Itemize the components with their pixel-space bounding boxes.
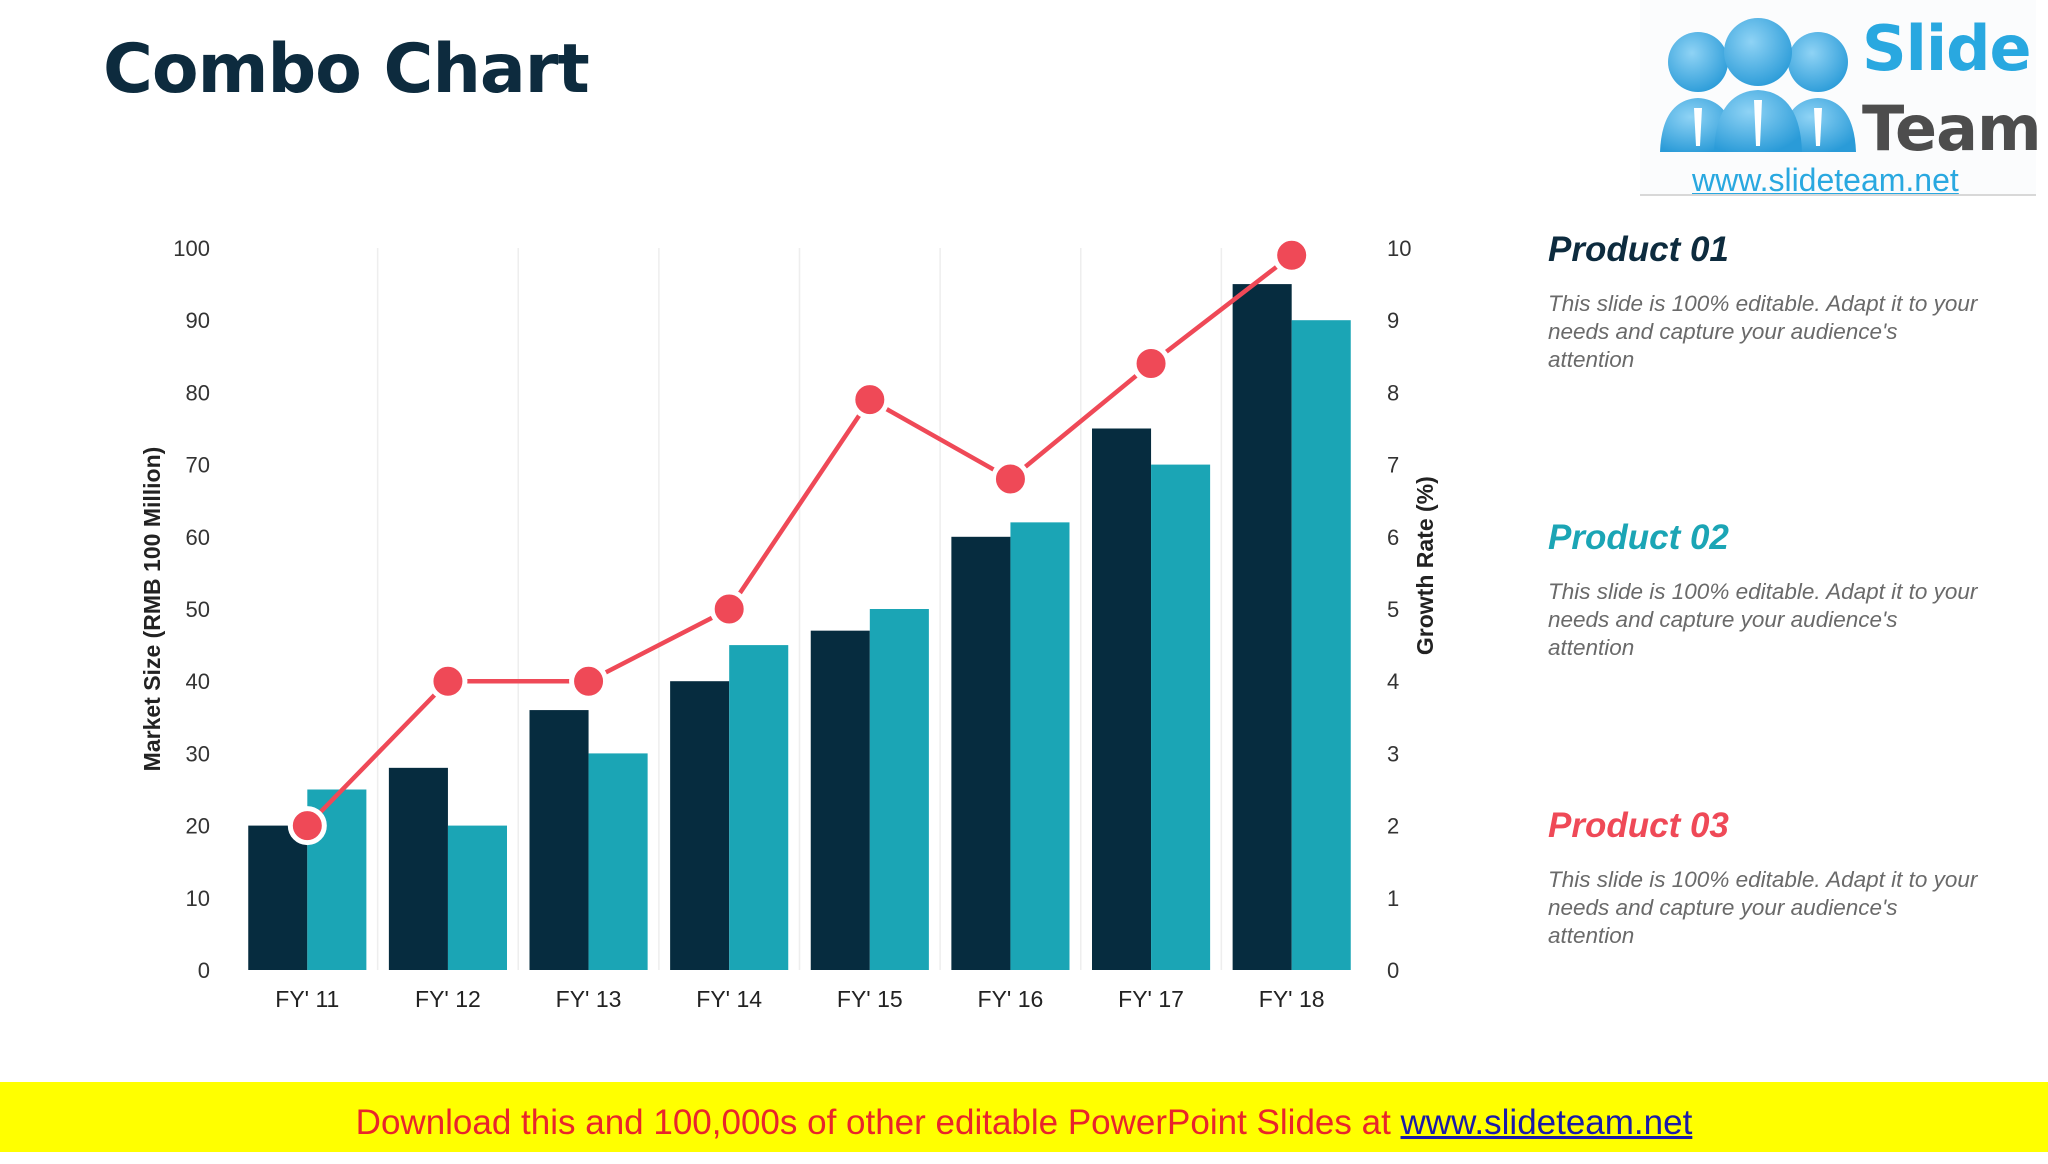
bar-product-02-2 xyxy=(447,825,507,970)
banner-text: Download this and 100,000s of other edit… xyxy=(355,1103,1401,1142)
growth-rate-line xyxy=(305,253,1294,828)
y2-tick-label: 0 xyxy=(1387,958,1399,983)
line-series xyxy=(287,235,1312,846)
growth-rate-point-4 xyxy=(709,589,749,629)
logo-divider xyxy=(1640,194,2036,196)
growth-rate-point-3 xyxy=(569,661,609,701)
logo-word-slide: Slide xyxy=(1862,12,2032,85)
bar-product-02-3 xyxy=(588,753,648,970)
product-03-block: Product 03 This slide is 100% editable. … xyxy=(1548,806,1978,950)
y2-tick-label: 1 xyxy=(1387,886,1399,911)
bar-product-01-3 xyxy=(529,710,589,970)
y2-tick-label: 7 xyxy=(1387,453,1399,478)
product-02-description: This slide is 100% editable. Adapt it to… xyxy=(1548,579,1978,660)
x-tick-label: FY' 15 xyxy=(837,986,903,1012)
bar-product-01-7 xyxy=(1092,428,1152,970)
growth-rate-point-7 xyxy=(1131,344,1171,384)
bar-product-01-1 xyxy=(248,825,308,970)
y2-tick-label: 4 xyxy=(1387,669,1399,694)
y-tick-label: 20 xyxy=(186,814,210,839)
bar-product-01-6 xyxy=(951,536,1011,970)
product-03-title: Product 03 xyxy=(1548,806,1729,845)
growth-rate-point-2 xyxy=(428,661,468,701)
y-tick-label: 40 xyxy=(186,669,210,694)
growth-rate-point-5 xyxy=(850,380,890,420)
y2-tick-label: 10 xyxy=(1387,236,1411,261)
y2-tick-label: 8 xyxy=(1387,380,1399,405)
bar-product-02-5 xyxy=(869,609,929,970)
y-tick-label: 30 xyxy=(186,741,210,766)
y-tick-label: 100 xyxy=(173,236,210,261)
growth-rate-point-1 xyxy=(287,806,327,846)
bar-product-01-4 xyxy=(670,681,730,970)
product-02-block: Product 02 This slide is 100% editable. … xyxy=(1548,518,1978,662)
y2-tick-label: 9 xyxy=(1387,308,1399,333)
y-tick-label: 50 xyxy=(186,597,210,622)
x-tick-label: FY' 17 xyxy=(1118,986,1184,1012)
x-tick-label: FY' 12 xyxy=(415,986,481,1012)
people-icon xyxy=(1660,18,1856,152)
growth-rate-point-8 xyxy=(1272,235,1312,275)
bar-product-02-4 xyxy=(729,645,789,970)
combo-chart: 0 10 20 30 40 50 60 70 80 90 100 0 1 2 3 4 5 6 7 8 9 10 FY' 11… xyxy=(139,235,1438,1012)
y-tick-label: 0 xyxy=(198,958,210,983)
product-01-title: Product 01 xyxy=(1548,230,1729,269)
x-tick-label: FY' 18 xyxy=(1259,986,1325,1012)
y-tick-label: 60 xyxy=(186,525,210,550)
bar-product-02-6 xyxy=(1010,522,1070,970)
product-03-description: This slide is 100% editable. Adapt it to… xyxy=(1548,867,1978,948)
y-tick-label: 70 xyxy=(186,453,210,478)
y2-tick-label: 5 xyxy=(1387,597,1399,622)
x-tick-label: FY' 14 xyxy=(696,986,762,1012)
bar-product-02-7 xyxy=(1151,464,1211,970)
logo-url-link[interactable]: www.slideteam.net xyxy=(1692,162,1959,198)
product-02-title: Product 02 xyxy=(1548,518,1729,557)
chart-axes: 0 10 20 30 40 50 60 70 80 90 100 0 1 2 3 4 5 6 7 8 9 10 FY' 11… xyxy=(139,236,1438,1012)
x-tick-label: FY' 11 xyxy=(275,986,339,1012)
y2-axis-title: Growth Rate (%) xyxy=(1412,476,1438,655)
y-tick-label: 90 xyxy=(186,308,210,333)
growth-rate-point-6 xyxy=(990,459,1030,499)
product-01-block: Product 01 This slide is 100% editable. … xyxy=(1548,230,1978,374)
x-tick-label: FY' 13 xyxy=(556,986,622,1012)
slideteam-logo[interactable]: Slide Team www.slideteam.net xyxy=(1640,0,2042,198)
y-axis-title: Market Size (RMB 100 Million) xyxy=(139,447,165,772)
banner-link[interactable]: www.slideteam.net xyxy=(1400,1103,1693,1142)
x-tick-label: FY' 16 xyxy=(978,986,1044,1012)
slide-title: Combo Chart xyxy=(103,30,590,109)
logo-word-team: Team xyxy=(1862,92,2042,165)
bar-product-01-2 xyxy=(388,767,448,970)
bar-product-01-8 xyxy=(1232,284,1292,971)
bar-series xyxy=(248,284,1351,971)
y-tick-label: 10 xyxy=(186,886,210,911)
y2-tick-label: 3 xyxy=(1387,741,1399,766)
y-tick-label: 80 xyxy=(186,380,210,405)
bar-product-01-5 xyxy=(810,630,870,970)
chart-grid xyxy=(376,248,1223,970)
product-01-description: This slide is 100% editable. Adapt it to… xyxy=(1548,291,1978,372)
y2-tick-label: 6 xyxy=(1387,525,1399,550)
download-banner: Download this and 100,000s of other edit… xyxy=(0,1082,2048,1152)
y2-tick-label: 2 xyxy=(1387,814,1399,839)
bar-product-02-8 xyxy=(1291,320,1351,970)
